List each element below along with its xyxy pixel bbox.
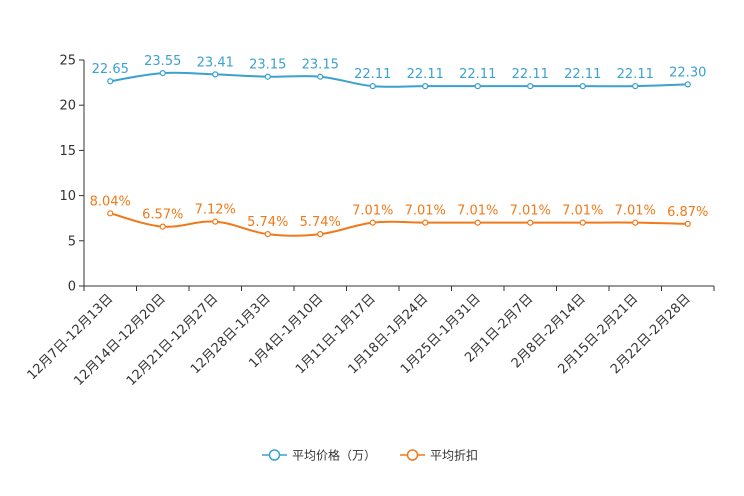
data-label: 5.74% <box>247 215 288 230</box>
data-label: 7.01% <box>562 204 603 219</box>
y-tick-label: 10 <box>59 189 76 204</box>
data-point <box>422 83 429 90</box>
data-label: 7.01% <box>352 204 393 219</box>
data-point <box>474 83 481 90</box>
legend-item: 平均折扣 <box>400 448 478 463</box>
data-label: 7.01% <box>405 204 446 219</box>
data-point <box>317 231 324 238</box>
data-point <box>632 219 639 226</box>
y-tick-label: 15 <box>59 144 76 159</box>
data-point <box>264 73 271 80</box>
data-point <box>474 219 481 226</box>
series-line <box>110 212 688 237</box>
x-tick-label: 12月14日-12月20日 <box>71 291 168 388</box>
data-point <box>632 83 639 90</box>
data-label: 23.41 <box>197 55 234 70</box>
data-label: 22.11 <box>564 67 601 82</box>
data-label: 22.11 <box>354 67 391 82</box>
data-point <box>684 81 691 88</box>
data-label: 7.01% <box>457 204 498 219</box>
y-tick-label: 0 <box>68 280 76 295</box>
data-point <box>369 83 376 90</box>
data-label: 22.11 <box>512 67 549 82</box>
data-point <box>159 70 166 77</box>
data-label: 23.15 <box>302 58 339 73</box>
y-tick-label: 5 <box>68 234 76 249</box>
legend-marker-icon <box>406 449 419 461</box>
data-label: 7.12% <box>195 203 236 218</box>
legend-item: 平均价格（万） <box>262 448 376 463</box>
data-point <box>579 219 586 226</box>
series-1: 22.65 23.55 23.41 23.15 23.15 22.11 22.11 22.11… <box>92 54 706 90</box>
legend: 平均价格（万） 平均折扣 <box>262 448 478 463</box>
series-2: 8.04% 6.57% 7.12% 5.74% 5.74% 7.01% 7.01% 7.01%… <box>90 194 708 238</box>
legend-label: 平均折扣 <box>430 448 478 463</box>
y-tick-label: 25 <box>59 54 76 69</box>
series-line <box>110 71 688 88</box>
data-label: 6.87% <box>667 205 708 220</box>
data-label: 5.74% <box>300 215 341 230</box>
data-point <box>107 210 114 217</box>
legend-label: 平均价格（万） <box>292 448 376 463</box>
data-point <box>369 219 376 226</box>
data-label: 6.57% <box>142 208 183 223</box>
data-label: 22.11 <box>407 67 444 82</box>
data-label: 23.15 <box>249 58 286 73</box>
data-point <box>212 218 219 225</box>
data-point <box>527 219 534 226</box>
data-point <box>527 83 534 90</box>
data-point <box>159 223 166 230</box>
data-point <box>317 73 324 80</box>
data-label: 22.11 <box>617 67 654 82</box>
data-point <box>684 220 691 227</box>
data-label: 22.30 <box>669 65 706 80</box>
data-label: 22.11 <box>459 67 496 82</box>
x-tick-label: 12月7日-12月13日 <box>25 291 117 383</box>
x-tick-label: 12月21日-12月27日 <box>124 291 221 388</box>
data-label: 22.65 <box>92 62 129 77</box>
data-label: 8.04% <box>90 194 131 209</box>
data-point <box>212 71 219 78</box>
data-point <box>579 83 586 90</box>
data-point <box>422 219 429 226</box>
data-label: 7.01% <box>510 204 551 219</box>
y-tick-label: 20 <box>59 99 76 114</box>
data-label: 7.01% <box>615 204 656 219</box>
data-label: 23.55 <box>144 54 181 69</box>
legend-marker-icon <box>268 449 281 461</box>
data-point <box>107 78 114 85</box>
data-point <box>264 231 271 238</box>
